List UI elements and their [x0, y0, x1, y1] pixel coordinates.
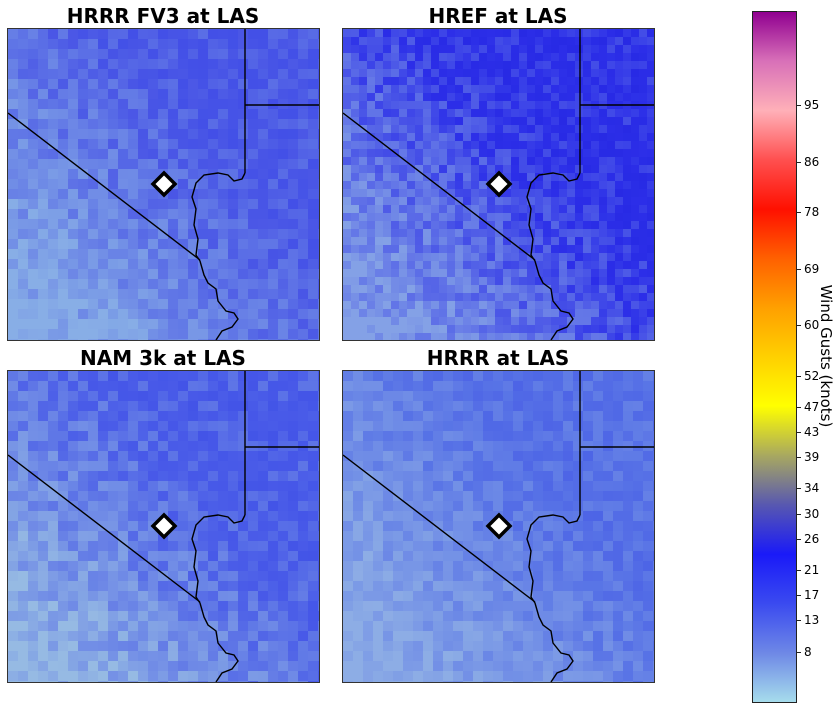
colorbar-tick-label: 95 — [804, 98, 820, 112]
colorbar-tick-label: 78 — [804, 205, 820, 219]
colorbar-tick-mark — [796, 488, 801, 489]
map-panel-hrrr-fv3 — [7, 28, 320, 341]
colorbar-tick-label: 8 — [804, 645, 812, 659]
boundary-line — [526, 514, 581, 682]
colorbar-label: Wind Gusts (knots) — [817, 284, 835, 428]
colorbar-tick-label: 21 — [804, 563, 820, 577]
colorbar-tick-mark — [796, 652, 801, 653]
colorbar-tick-label: 47 — [804, 400, 820, 414]
wind-gust-field — [8, 29, 319, 340]
colorbar-tick-mark — [796, 595, 801, 596]
colorbar-tick-mark — [796, 514, 801, 515]
colorbar-tick-mark — [796, 432, 801, 433]
colorbar-tick-label: 13 — [804, 613, 820, 627]
colorbar-tick-label: 34 — [804, 481, 820, 495]
boundary-line — [343, 112, 536, 261]
station-marker-icon — [150, 512, 178, 540]
colorbar-tick-mark — [796, 105, 801, 106]
colorbar-tick-mark — [796, 407, 801, 408]
station-marker-icon — [150, 170, 178, 198]
wind-gust-colorbar — [752, 11, 797, 703]
wind-gust-field — [343, 371, 654, 682]
boundary-line — [343, 454, 536, 603]
colorbar-tick-mark — [796, 539, 801, 540]
wind-gust-field — [8, 371, 319, 682]
panel-title-href: HREF at LAS — [428, 4, 568, 28]
map-panel-hrrr — [342, 370, 655, 683]
colorbar-tick-label: 43 — [804, 425, 820, 439]
colorbar-tick-label: 26 — [804, 532, 820, 546]
colorbar-tick-label: 17 — [804, 588, 820, 602]
colorbar-tick-label: 60 — [804, 318, 820, 332]
boundary-line — [8, 454, 201, 603]
colorbar-tick-mark — [796, 570, 801, 571]
boundary-line — [8, 112, 201, 261]
colorbar-tick-mark — [796, 376, 801, 377]
boundary-line — [191, 514, 246, 682]
map-panel-nam-3k — [7, 370, 320, 683]
colorbar-tick-mark — [796, 457, 801, 458]
panel-title-hrrr: HRRR at LAS — [426, 346, 570, 370]
boundary-line — [526, 172, 581, 340]
colorbar-tick-mark — [796, 269, 801, 270]
colorbar-tick-mark — [796, 162, 801, 163]
colorbar-tick-label: 69 — [804, 262, 820, 276]
wind-gust-field — [343, 29, 654, 340]
station-marker-icon — [485, 170, 513, 198]
colorbar-tick-label: 86 — [804, 155, 820, 169]
colorbar-tick-mark — [796, 620, 801, 621]
station-marker-icon — [485, 512, 513, 540]
colorbar-tick-label: 30 — [804, 507, 820, 521]
colorbar-tick-label: 52 — [804, 369, 820, 383]
boundary-line — [191, 172, 246, 340]
panel-title-hrrr-fv3: HRRR FV3 at LAS — [66, 4, 260, 28]
panel-title-nam-3k: NAM 3k at LAS — [80, 346, 246, 370]
colorbar-tick-label: 39 — [804, 450, 820, 464]
colorbar-tick-mark — [796, 325, 801, 326]
colorbar-tick-mark — [796, 212, 801, 213]
map-panel-href — [342, 28, 655, 341]
